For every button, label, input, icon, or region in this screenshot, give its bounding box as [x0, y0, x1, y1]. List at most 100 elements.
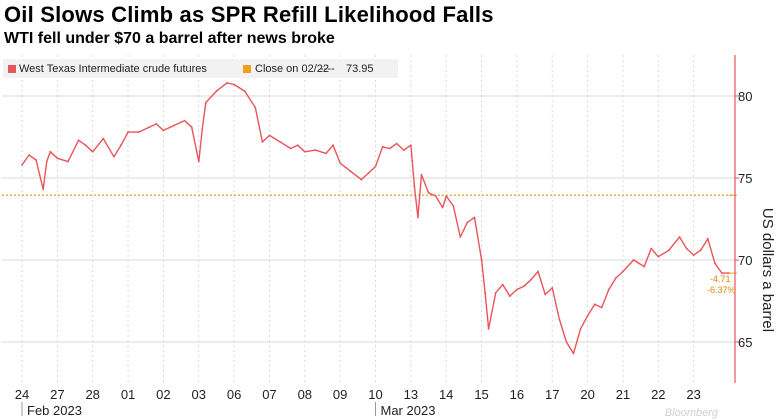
data-point-wti-31 [268, 134, 271, 137]
data-point-wti-23 [201, 127, 204, 130]
data-point-wti-37 [325, 152, 327, 155]
data-point-wti-34 [296, 144, 299, 147]
data-point-wti-61 [484, 291, 486, 294]
data-point-wti-47 [402, 149, 405, 152]
data-point-wti-63 [494, 291, 497, 294]
data-point-wti-85 [657, 255, 660, 258]
legend-background [3, 59, 398, 78]
data-point-wti-24 [204, 101, 207, 104]
y-axis-title: US dollars a barrel [759, 208, 776, 332]
data-point-wti-74 [572, 352, 575, 355]
data-point-wti-91 [706, 237, 709, 240]
data-point-wti-46 [395, 142, 398, 145]
data-point-wti-58 [466, 221, 469, 224]
data-point-wti-71 [551, 286, 554, 289]
data-point-wti-29 [254, 106, 257, 109]
data-point-wti-30 [261, 141, 264, 143]
legend-dash: ---- [320, 63, 335, 75]
y-tick-label-65: 65 [738, 335, 752, 350]
data-point-wti-14 [127, 131, 129, 133]
x-tick-label-13: 13 [404, 387, 418, 402]
data-point-wti-77 [593, 303, 596, 306]
data-point-wti-83 [643, 265, 646, 268]
data-point-wti-4 [45, 160, 48, 163]
x-tick-label-24: 24 [15, 387, 29, 402]
data-point-wti-20 [183, 119, 186, 122]
data-point-wti-17 [155, 122, 158, 125]
data-point-wti-80 [614, 277, 617, 279]
data-point-wti-56 [452, 204, 455, 207]
data-point-wti-64 [501, 283, 504, 286]
data-point-wti-5 [49, 150, 52, 153]
data-point-wti-59 [473, 216, 476, 219]
data-point-wti-72 [558, 318, 561, 320]
data-point-wti-75 [579, 327, 582, 330]
x-tick-label-09: 09 [333, 387, 347, 402]
data-point-wti-10 [91, 150, 94, 153]
data-point-wti-1 [28, 154, 30, 156]
x-tick-label-06: 06 [227, 387, 241, 402]
x-tick-label-28: 28 [85, 387, 99, 402]
data-point-wti-19 [173, 124, 175, 127]
x-tick-label-10: 10 [368, 387, 382, 402]
data-point-wti-53 [434, 195, 437, 197]
data-point-wti-57 [459, 236, 462, 238]
data-point-wti-43 [374, 165, 377, 168]
data-point-wti-8 [77, 139, 80, 142]
month-label-0: Feb 2023 [27, 403, 82, 418]
x-tick-label-27: 27 [50, 387, 64, 402]
watermark: Bloomberg [665, 407, 719, 419]
data-point-wti-70 [544, 293, 547, 296]
data-point-wti-50 [417, 216, 419, 219]
data-point-wti-66 [516, 288, 518, 291]
data-point-wti-18 [162, 129, 165, 132]
data-point-wti-39 [339, 162, 342, 165]
change-annotation: -4.71 [710, 274, 731, 284]
data-point-wti-7 [67, 160, 69, 163]
data-point-wti-69 [537, 270, 540, 273]
legend-swatch-wti [8, 65, 16, 73]
x-axis: 24 27 28 01 02 03 06 07 08 09 10 13 14 15 16 17 20 21 22 23… [15, 387, 701, 418]
data-point-wti-13 [120, 144, 122, 147]
data-point-wti-45 [388, 147, 391, 150]
data-point-wti-89 [692, 254, 695, 256]
x-tick-label-16: 16 [510, 387, 524, 402]
data-point-wti-92 [713, 262, 716, 265]
legend-close-value: 73.95 [346, 63, 374, 75]
data-point-wti-48 [409, 144, 412, 147]
legend-swatch-close [243, 65, 251, 73]
x-tick-label-15: 15 [474, 387, 488, 402]
month-label-1: Mar 2023 [381, 403, 436, 418]
data-point-wti-68 [530, 278, 532, 281]
data-point-wti-88 [685, 247, 688, 250]
data-point-wti-49 [413, 185, 416, 188]
data-point-wti-54 [441, 206, 444, 209]
data-point-wti-78 [600, 306, 603, 309]
y-tick-label-75: 75 [738, 171, 752, 186]
data-point-wti-84 [650, 247, 653, 250]
data-point-wti-60 [480, 259, 483, 261]
data-point-wti-33 [289, 147, 292, 150]
data-point-wti-73 [565, 341, 568, 343]
data-point-wti-87 [678, 236, 681, 238]
legend-label-wti: West Texas Intermediate crude futures [19, 63, 207, 75]
x-tick-label-21: 21 [616, 387, 630, 402]
series-layer [21, 81, 737, 355]
data-point-wti-0 [21, 163, 23, 166]
data-point-wti-28 [243, 90, 246, 92]
data-point-wti-6 [56, 157, 59, 160]
data-point-wti-44 [381, 145, 384, 148]
data-point-wti-21 [190, 126, 193, 129]
legend: West Texas Intermediate crude futures Cl… [3, 59, 398, 78]
x-tick-label-20: 20 [580, 387, 594, 402]
data-point-wti-65 [508, 295, 511, 297]
x-tick-label-22: 22 [651, 387, 665, 402]
x-tick-label-07: 07 [262, 387, 276, 402]
data-point-wti-22 [197, 160, 200, 163]
x-tick-label-23: 23 [686, 387, 700, 402]
data-point-wti-41 [360, 178, 363, 181]
data-point-wti-32 [279, 141, 281, 143]
data-point-wti-51 [420, 173, 423, 176]
x-tick-label-01: 01 [121, 387, 135, 402]
